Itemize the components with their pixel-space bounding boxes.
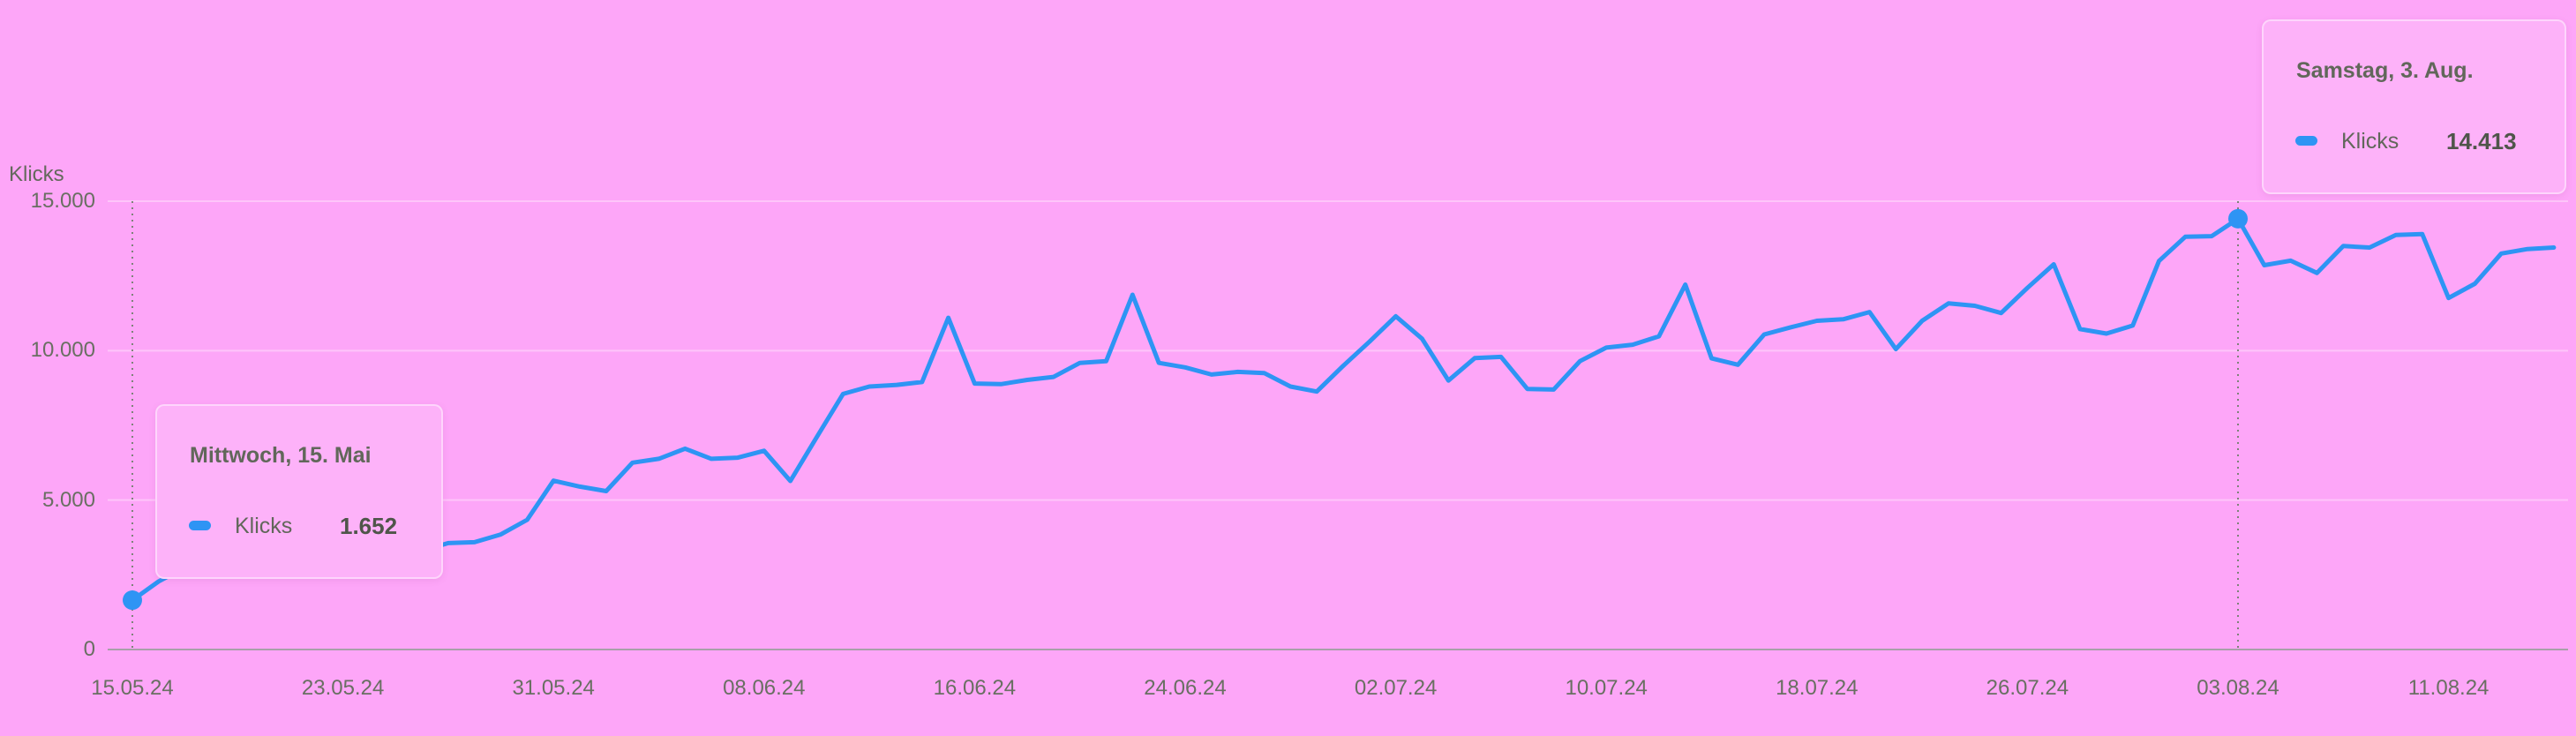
y-axis-tick-label: 5.000 (41, 487, 95, 512)
x-axis-tick-label: 16.06.24 (933, 676, 1017, 700)
y-axis-tick-label: 0 (83, 637, 95, 661)
tooltip-series-value: 14.413 (2446, 128, 2517, 154)
series-legend-pill-icon (189, 521, 211, 530)
tooltip-title: Samstag, 3. Aug. (2296, 58, 2474, 83)
tooltip-series-label: Klicks (235, 514, 293, 538)
tooltip-start-date: Mittwoch, 15. Mai Klicks 1.652 (155, 404, 443, 579)
y-axis-title: Klicks (9, 162, 64, 186)
x-axis-tick-label: 18.07.24 (1776, 676, 1859, 700)
clicks-series-line (130, 216, 2557, 603)
x-axis-tick-label: 02.07.24 (1354, 676, 1438, 700)
selected-point-marker (2228, 208, 2248, 229)
x-axis-tick-label: 11.08.24 (2407, 676, 2490, 700)
x-axis-tick-label: 31.05.24 (512, 676, 595, 700)
tooltip-title: Mittwoch, 15. Mai (190, 443, 372, 468)
x-axis-tick-label: 23.05.24 (301, 676, 385, 700)
x-axis-tick-label: 15.05.24 (91, 676, 174, 700)
series-legend-pill-icon (2295, 136, 2317, 146)
x-axis-tick-label: 03.08.24 (2197, 676, 2279, 700)
x-axis-tick-label: 08.06.24 (723, 676, 806, 700)
selected-point-marker (123, 590, 142, 611)
x-axis-tick-label: 26.07.24 (1986, 676, 2069, 700)
tooltip-series-label: Klicks (2341, 129, 2400, 154)
x-axis-tick-label: 24.06.24 (1144, 676, 1227, 700)
tooltip-series-value: 1.652 (340, 513, 398, 539)
tooltip-end-date: Samstag, 3. Aug. Klicks 14.413 (2262, 19, 2566, 194)
x-axis-tick-label: 10.07.24 (1565, 676, 1648, 700)
y-axis-tick-label: 15.000 (30, 189, 95, 213)
y-axis-tick-label: 10.000 (30, 338, 95, 363)
